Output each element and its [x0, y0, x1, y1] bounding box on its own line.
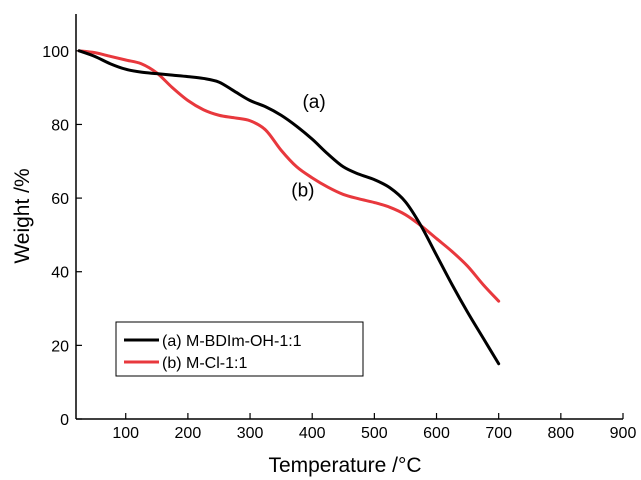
- x-tick-label-400: 400: [299, 425, 326, 442]
- x-tick-label-600: 600: [423, 425, 450, 442]
- legend-label-b: (b) M-Cl-1:1: [162, 355, 247, 372]
- x-tick-label-500: 500: [361, 425, 388, 442]
- y-axis-ticks: 0 20 40 60 80 100: [42, 44, 82, 429]
- x-axis-ticks: 100 200 300 400 500 600 700 800 900: [112, 413, 636, 442]
- series-line-a: [77, 49, 501, 366]
- series-group: [77, 49, 501, 366]
- y-axis-title: Weight /%: [11, 168, 34, 263]
- legend-label-a: (a) M-BDIm-OH-1:1: [162, 333, 302, 350]
- x-tick-label-100: 100: [112, 425, 139, 442]
- y-tick-label-0: 0: [60, 412, 69, 429]
- series-line-b: [77, 49, 501, 303]
- y-tick-label-40: 40: [51, 265, 69, 282]
- y-tick-label-80: 80: [51, 117, 69, 134]
- annotation-a: (a): [302, 92, 325, 113]
- plot-area: [75, 14, 623, 420]
- x-tick-label-800: 800: [547, 425, 574, 442]
- x-tick-label-200: 200: [175, 425, 202, 442]
- x-axis-title: Temperature /°C: [268, 454, 421, 477]
- annotations: (a) (b): [291, 92, 325, 201]
- y-tick-label-20: 20: [51, 338, 69, 355]
- y-tick-label-100: 100: [42, 44, 69, 61]
- annotation-b: (b): [291, 180, 314, 201]
- x-tick-label-300: 300: [237, 425, 264, 442]
- y-tick-label-60: 60: [51, 191, 69, 208]
- x-tick-label-700: 700: [485, 425, 512, 442]
- legend: (a) M-BDIm-OH-1:1 (b) M-Cl-1:1: [115, 321, 364, 377]
- x-tick-label-900: 900: [610, 425, 637, 442]
- legend-box: [115, 321, 364, 377]
